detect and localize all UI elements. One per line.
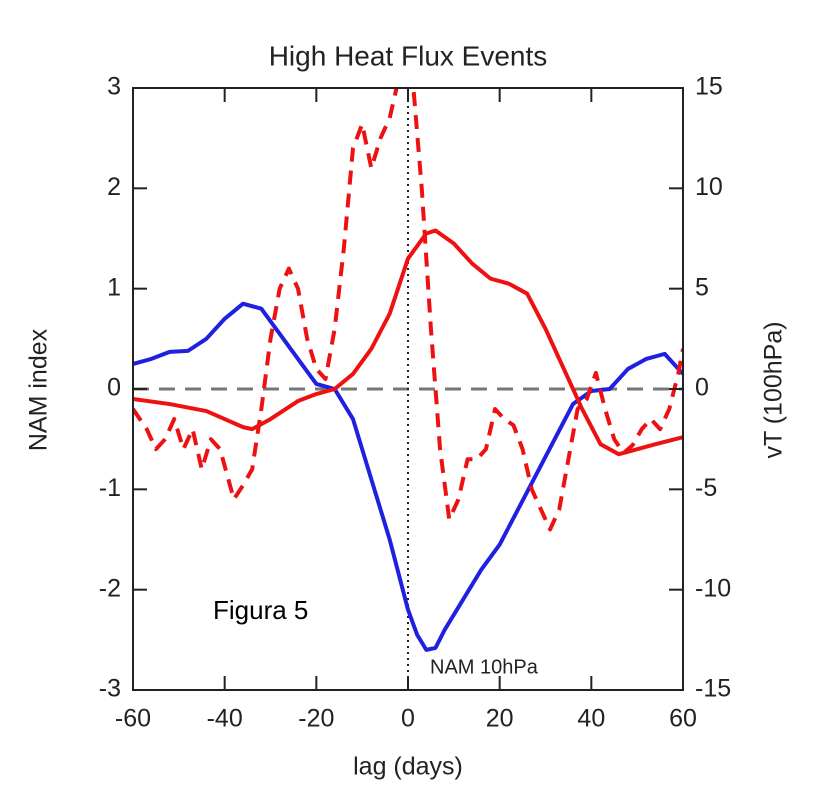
- series-annotation: NAM 10hPa: [430, 656, 539, 678]
- y2-tick-label: -15: [695, 675, 731, 703]
- x-tick-label: 0: [401, 705, 415, 733]
- y-tick-label: -3: [99, 675, 121, 703]
- y-tick-label: -2: [99, 574, 121, 602]
- y-tick-label: 2: [107, 173, 121, 201]
- x-tick-label: 40: [577, 705, 605, 733]
- x-tick-label: -60: [115, 705, 151, 733]
- plot-area: [133, 88, 683, 690]
- y2-tick-label: -5: [695, 474, 717, 502]
- data-line: [133, 88, 683, 532]
- plot-frame: [132, 87, 684, 691]
- y2-tick-label: -10: [695, 574, 731, 602]
- y-tick-label: 0: [107, 374, 121, 402]
- y-tick-label: 3: [107, 73, 121, 101]
- x-tick-label: -20: [298, 705, 334, 733]
- y-tick-label: -1: [99, 474, 121, 502]
- x-tick-label: -40: [207, 705, 243, 733]
- y2-axis-label: vT (100hPa): [760, 321, 788, 458]
- y2-tick-label: 5: [695, 273, 709, 301]
- y2-tick-label: 0: [695, 374, 709, 402]
- figure-label: Figura 5: [213, 595, 308, 625]
- x-axis-label: lag (days): [353, 753, 463, 781]
- y2-tick-label: 10: [695, 173, 723, 201]
- data-line: [133, 301, 683, 652]
- y-axis-label: NAM index: [25, 328, 53, 451]
- x-tick-label: 60: [669, 705, 697, 733]
- y2-tick-label: 15: [695, 73, 723, 101]
- data-line: [133, 228, 683, 457]
- y-tick-label: 1: [107, 273, 121, 301]
- chart-title: High Heat Flux Events: [269, 40, 548, 71]
- x-tick-label: 20: [486, 705, 514, 733]
